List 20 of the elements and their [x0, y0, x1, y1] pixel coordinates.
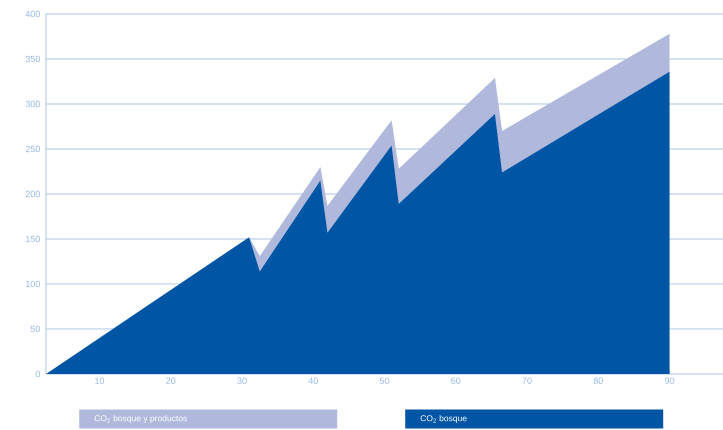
x-tick-label: 30	[237, 378, 247, 384]
x-tick-label: 50	[380, 378, 390, 384]
y-tick-label: 150	[26, 236, 40, 242]
y-tick-label: 250	[26, 146, 40, 152]
text: CO$_{2}$ bosque y productos	[94, 415, 187, 423]
y-tick-label: 50	[30, 326, 40, 332]
x-tick-label: 10	[95, 378, 104, 384]
x-tick-label: 90	[664, 378, 674, 384]
text: CO$_{2}$ bosque	[420, 415, 467, 423]
y-tick-label: 200	[26, 190, 40, 198]
x-tick-label: 60	[451, 378, 460, 384]
x-tick-label: 80	[594, 378, 603, 384]
x-tick-label: 40	[308, 378, 318, 384]
y-tick-label: 300	[26, 100, 40, 108]
y-tick-label: 100	[26, 280, 40, 288]
y-tick-label: 400	[26, 10, 40, 18]
y-tick-label: 0	[36, 370, 40, 378]
x-tick-label: 70	[522, 378, 532, 384]
x-tick-label: 20	[166, 378, 176, 384]
y-tick-label: 350	[26, 56, 40, 62]
